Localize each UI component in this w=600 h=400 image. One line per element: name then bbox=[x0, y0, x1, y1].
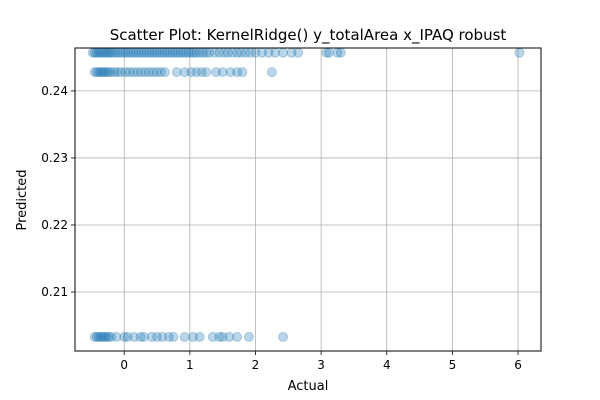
scatter-point bbox=[99, 331, 110, 342]
scatter-point bbox=[111, 331, 122, 342]
x-axis-ticks: 0 1 2 3 4 5 6 bbox=[120, 351, 522, 372]
x-tick-label: 0 bbox=[120, 358, 128, 372]
scatter-point bbox=[93, 67, 104, 78]
scatter-point bbox=[106, 67, 117, 78]
scatter-point bbox=[168, 331, 179, 342]
scatter-point bbox=[95, 331, 106, 342]
x-tick-label: 5 bbox=[449, 358, 457, 372]
scatter-point bbox=[97, 67, 108, 78]
scatter-point bbox=[101, 67, 112, 78]
y-tick-label: 0.23 bbox=[41, 151, 68, 165]
scatter-point bbox=[324, 47, 335, 58]
scatter-point bbox=[211, 67, 222, 78]
scatter-point bbox=[232, 331, 243, 342]
scatter-point bbox=[93, 331, 104, 342]
scatter-point bbox=[217, 331, 228, 342]
scatter-point bbox=[148, 67, 159, 78]
scatter-point bbox=[120, 67, 131, 78]
scatter-point bbox=[196, 67, 207, 78]
x-tick-label: 6 bbox=[514, 358, 522, 372]
scatter-point bbox=[152, 331, 163, 342]
scatter-point bbox=[89, 331, 100, 342]
y-tick-label: 0.24 bbox=[41, 84, 68, 98]
scatter-point bbox=[171, 67, 182, 78]
scatter-point bbox=[514, 47, 525, 58]
scatter-point bbox=[224, 331, 235, 342]
scatter-point bbox=[293, 47, 304, 58]
y-axis-label: Predicted bbox=[15, 169, 30, 230]
scatter-point bbox=[278, 331, 289, 342]
scatter-point bbox=[103, 331, 114, 342]
x-tick-label: 3 bbox=[317, 358, 325, 372]
scatter-point bbox=[237, 67, 248, 78]
plot-frame bbox=[74, 47, 542, 352]
scatter-point bbox=[106, 331, 117, 342]
x-tick-label: 1 bbox=[186, 358, 194, 372]
chart-title: Scatter Plot: KernelRidge() y_totalArea … bbox=[110, 26, 507, 45]
y-axis-ticks: 0.21 0.22 0.23 0.24 bbox=[41, 84, 75, 299]
scatter-point bbox=[186, 67, 197, 78]
scatter-point bbox=[201, 67, 212, 78]
scatter-point bbox=[179, 67, 190, 78]
scatter-point bbox=[136, 67, 147, 78]
scatter-point bbox=[179, 331, 190, 342]
scatter-point bbox=[191, 67, 202, 78]
scatter-point bbox=[101, 331, 112, 342]
scatter-point bbox=[124, 67, 135, 78]
scatter-point bbox=[214, 331, 225, 342]
scatter-point bbox=[278, 47, 289, 58]
scatter-point bbox=[188, 331, 199, 342]
scatter-point bbox=[115, 67, 126, 78]
scatter-point bbox=[95, 67, 106, 78]
scatter-point bbox=[89, 67, 100, 78]
scatter-point bbox=[97, 331, 108, 342]
scatter-point bbox=[217, 67, 228, 78]
scatter-point bbox=[99, 67, 110, 78]
scatter-point bbox=[266, 67, 277, 78]
scatter-point bbox=[232, 67, 243, 78]
scatter-point bbox=[207, 331, 218, 342]
scatter-point bbox=[163, 331, 174, 342]
scatter-point bbox=[157, 331, 168, 342]
data-points bbox=[87, 47, 525, 342]
scatter-point bbox=[144, 67, 155, 78]
scatter-point bbox=[243, 331, 254, 342]
x-tick-label: 2 bbox=[252, 358, 260, 372]
scatter-point bbox=[152, 67, 163, 78]
scatter-point bbox=[122, 331, 133, 342]
scatter-point bbox=[135, 331, 146, 342]
grid-lines bbox=[75, 48, 541, 351]
scatter-point bbox=[112, 67, 123, 78]
scatter-point bbox=[225, 67, 236, 78]
scatter-point bbox=[146, 331, 157, 342]
scatter-point bbox=[119, 331, 130, 342]
scatter-point bbox=[159, 67, 170, 78]
scatter-point bbox=[194, 331, 205, 342]
scatter-point bbox=[155, 67, 166, 78]
scatter-point bbox=[132, 67, 143, 78]
scatter-point bbox=[109, 67, 120, 78]
scatter-point bbox=[138, 331, 149, 342]
scatter-point bbox=[128, 67, 139, 78]
y-tick-label: 0.21 bbox=[41, 285, 68, 299]
y-tick-label: 0.22 bbox=[41, 218, 68, 232]
scatter-point bbox=[103, 67, 114, 78]
scatter-point bbox=[335, 47, 346, 58]
x-axis-label: Actual bbox=[288, 379, 329, 394]
x-tick-label: 4 bbox=[383, 358, 391, 372]
scatter-point bbox=[140, 67, 151, 78]
scatter-point bbox=[91, 67, 102, 78]
scatter-point bbox=[129, 331, 140, 342]
scatter-point bbox=[91, 331, 102, 342]
